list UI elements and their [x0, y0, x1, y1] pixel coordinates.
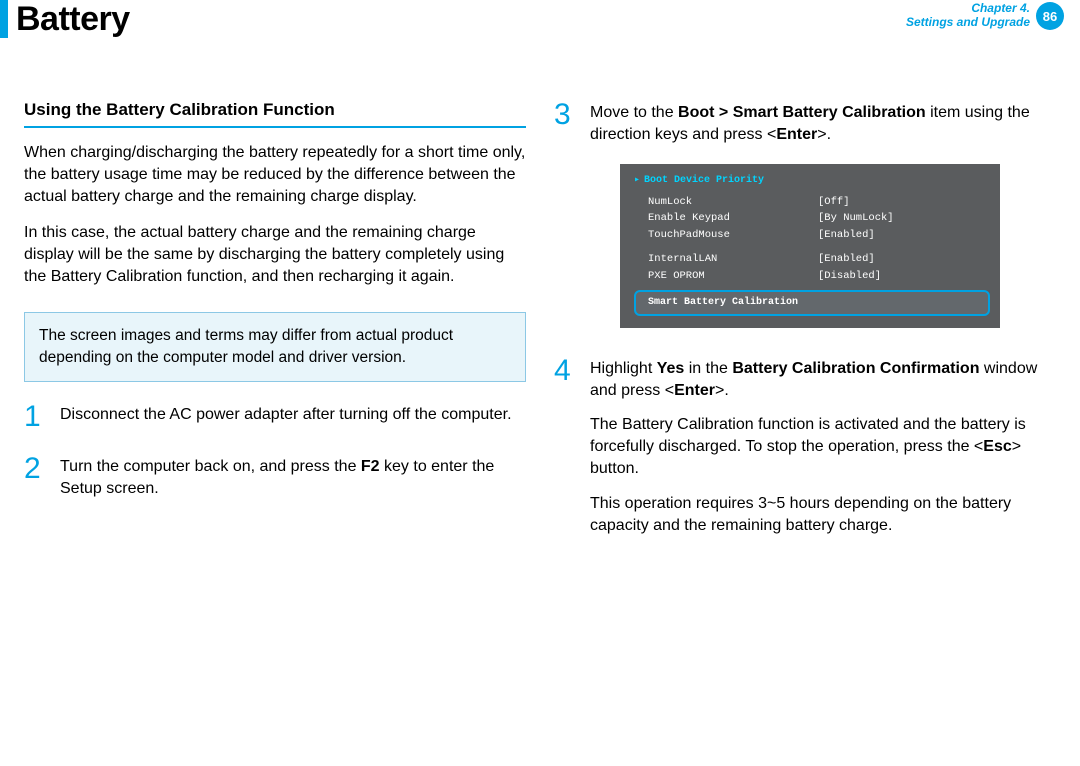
bios-heading: ▸ Boot Device Priority [620, 174, 1000, 194]
page-title: Battery [16, 0, 130, 38]
bios-value: [Enabled] [818, 228, 986, 242]
note-box: The screen images and terms may differ f… [24, 312, 526, 381]
bios-value: [Disabled] [818, 269, 986, 283]
bios-row: NumLock[Off] [620, 194, 1000, 210]
bios-row: TouchPadMouse[Enabled] [620, 227, 1000, 243]
triangle-icon: ▸ [634, 174, 640, 188]
chapter-label: Chapter 4. Settings and Upgrade [906, 2, 1030, 30]
step-3: 3 Move to the Boot > Smart Battery Calib… [554, 100, 1056, 328]
step-1: 1 Disconnect the AC power adapter after … [24, 402, 526, 432]
step-2: 2 Turn the computer back on, and press t… [24, 454, 526, 500]
step-text: Move to the Boot > Smart Battery Calibra… [590, 102, 1056, 146]
bios-screenshot: ▸ Boot Device Priority NumLock[Off] Enabl… [620, 164, 1000, 328]
step-text: The Battery Calibration function is acti… [590, 414, 1056, 480]
step-body: Turn the computer back on, and press the… [60, 454, 526, 500]
left-column: Using the Battery Calibration Function W… [24, 100, 526, 559]
step-number: 3 [554, 100, 578, 328]
bios-value: [By NumLock] [818, 211, 986, 225]
step-body: Move to the Boot > Smart Battery Calibra… [590, 100, 1056, 328]
step-4: 4 Highlight Yes in the Battery Calibrati… [554, 356, 1056, 537]
bios-gap [620, 243, 1000, 251]
step-text: Highlight Yes in the Battery Calibration… [590, 358, 1056, 402]
bios-value: [Off] [818, 195, 986, 209]
intro-paragraph-2: In this case, the actual battery charge … [24, 222, 526, 288]
step-text: Disconnect the AC power adapter after tu… [60, 404, 526, 426]
bios-key: PXE OPROM [648, 269, 818, 283]
step-body: Disconnect the AC power adapter after tu… [60, 402, 526, 432]
step-number: 1 [24, 402, 48, 432]
step-number: 2 [24, 454, 48, 500]
step-number: 4 [554, 356, 578, 537]
right-column: 3 Move to the Boot > Smart Battery Calib… [554, 100, 1056, 559]
chapter-line2: Settings and Upgrade [906, 16, 1030, 30]
bios-key: TouchPadMouse [648, 228, 818, 242]
page: Battery Chapter 4. Settings and Upgrade … [0, 0, 1080, 766]
bios-row: InternalLAN[Enabled] [620, 251, 1000, 267]
bios-row: PXE OPROM[Disabled] [620, 268, 1000, 284]
bios-row: Enable Keypad[By NumLock] [620, 210, 1000, 226]
bios-key: NumLock [648, 195, 818, 209]
bios-highlighted-item: Smart Battery Calibration [634, 290, 990, 316]
header-right: Chapter 4. Settings and Upgrade 86 [906, 0, 1064, 30]
accent-bar [0, 0, 8, 38]
intro-paragraph-1: When charging/discharging the battery re… [24, 142, 526, 208]
section-heading: Using the Battery Calibration Function [24, 100, 526, 128]
step-text: This operation requires 3~5 hours depend… [590, 493, 1056, 537]
bios-value: [Enabled] [818, 252, 986, 266]
bios-heading-text: Boot Device Priority [644, 175, 764, 186]
bios-key: Enable Keypad [648, 211, 818, 225]
page-header: Battery Chapter 4. Settings and Upgrade … [0, 0, 1080, 38]
chapter-line1: Chapter 4. [906, 2, 1030, 16]
page-number-badge: 86 [1036, 2, 1064, 30]
content-columns: Using the Battery Calibration Function W… [0, 38, 1080, 559]
bios-key: InternalLAN [648, 252, 818, 266]
step-text: Turn the computer back on, and press the… [60, 456, 526, 500]
step-body: Highlight Yes in the Battery Calibration… [590, 356, 1056, 537]
